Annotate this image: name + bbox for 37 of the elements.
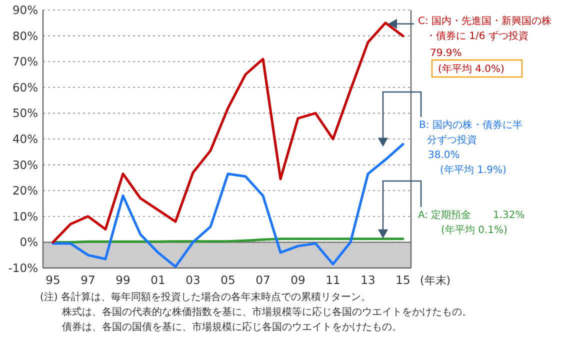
x-tick-label: 13 <box>360 273 376 287</box>
line-series <box>52 22 404 244</box>
y-tick-label: 90% <box>12 3 38 18</box>
text: 38.0% <box>428 150 460 161</box>
text: 1.32% <box>493 210 525 221</box>
x-tick-label: 09 <box>290 273 306 287</box>
y-tick-label: 70% <box>12 54 38 69</box>
x-tick-label: 97 <box>80 273 96 287</box>
y-tick-label: 0% <box>20 235 38 250</box>
y-tick-label: 20% <box>12 184 38 198</box>
y-tick-label: 30% <box>12 158 38 172</box>
series-label: C: 国内・先進国・新興国の株・債券に 1/6 ずつ投資 <box>418 15 552 42</box>
series-label: B: 国内の株・債券に半分ずつ投資 <box>419 119 522 146</box>
x-tick-label: 01 <box>150 273 166 287</box>
x-tick-label: 05 <box>220 273 236 287</box>
text: 79.9% <box>430 48 462 59</box>
y-tick-label: 80% <box>12 28 38 43</box>
y-tick-label: 10% <box>12 209 38 224</box>
x-tick-label: 11 <box>326 273 340 287</box>
text: A: 定期預金 <box>418 209 472 221</box>
text: (年平均 1.9%) <box>440 164 506 176</box>
text: (注) 各計算は、毎年同額を投資した場合の各年末時点での累積リターン。 <box>40 291 371 303</box>
text: 債券は、各国の国債を基に、市場規模に応じ各国のウエイトをかけたもの。 <box>62 321 402 333</box>
line-series <box>52 142 404 268</box>
y-tick-label: 40% <box>12 132 38 146</box>
x-tick-label: 99 <box>116 273 130 287</box>
y-tick-label: 60% <box>12 80 38 94</box>
x-tick-label: 15 <box>396 273 410 287</box>
x-tick-label: 95 <box>46 273 60 287</box>
text: (年平均 0.1%) <box>441 224 508 236</box>
y-tick-label: -10% <box>8 261 38 276</box>
x-axis-title: (年末) <box>420 274 451 287</box>
text: 株式は、各国の代表的な株価指数を基に、市場規模等に応じ各国のウエイトをかけたもの。 <box>61 306 472 318</box>
x-tick-label: 03 <box>186 273 200 287</box>
y-tick-label: 50% <box>12 106 38 120</box>
text: (年平均 4.0%) <box>438 63 504 75</box>
x-tick-label: 07 <box>256 273 270 287</box>
